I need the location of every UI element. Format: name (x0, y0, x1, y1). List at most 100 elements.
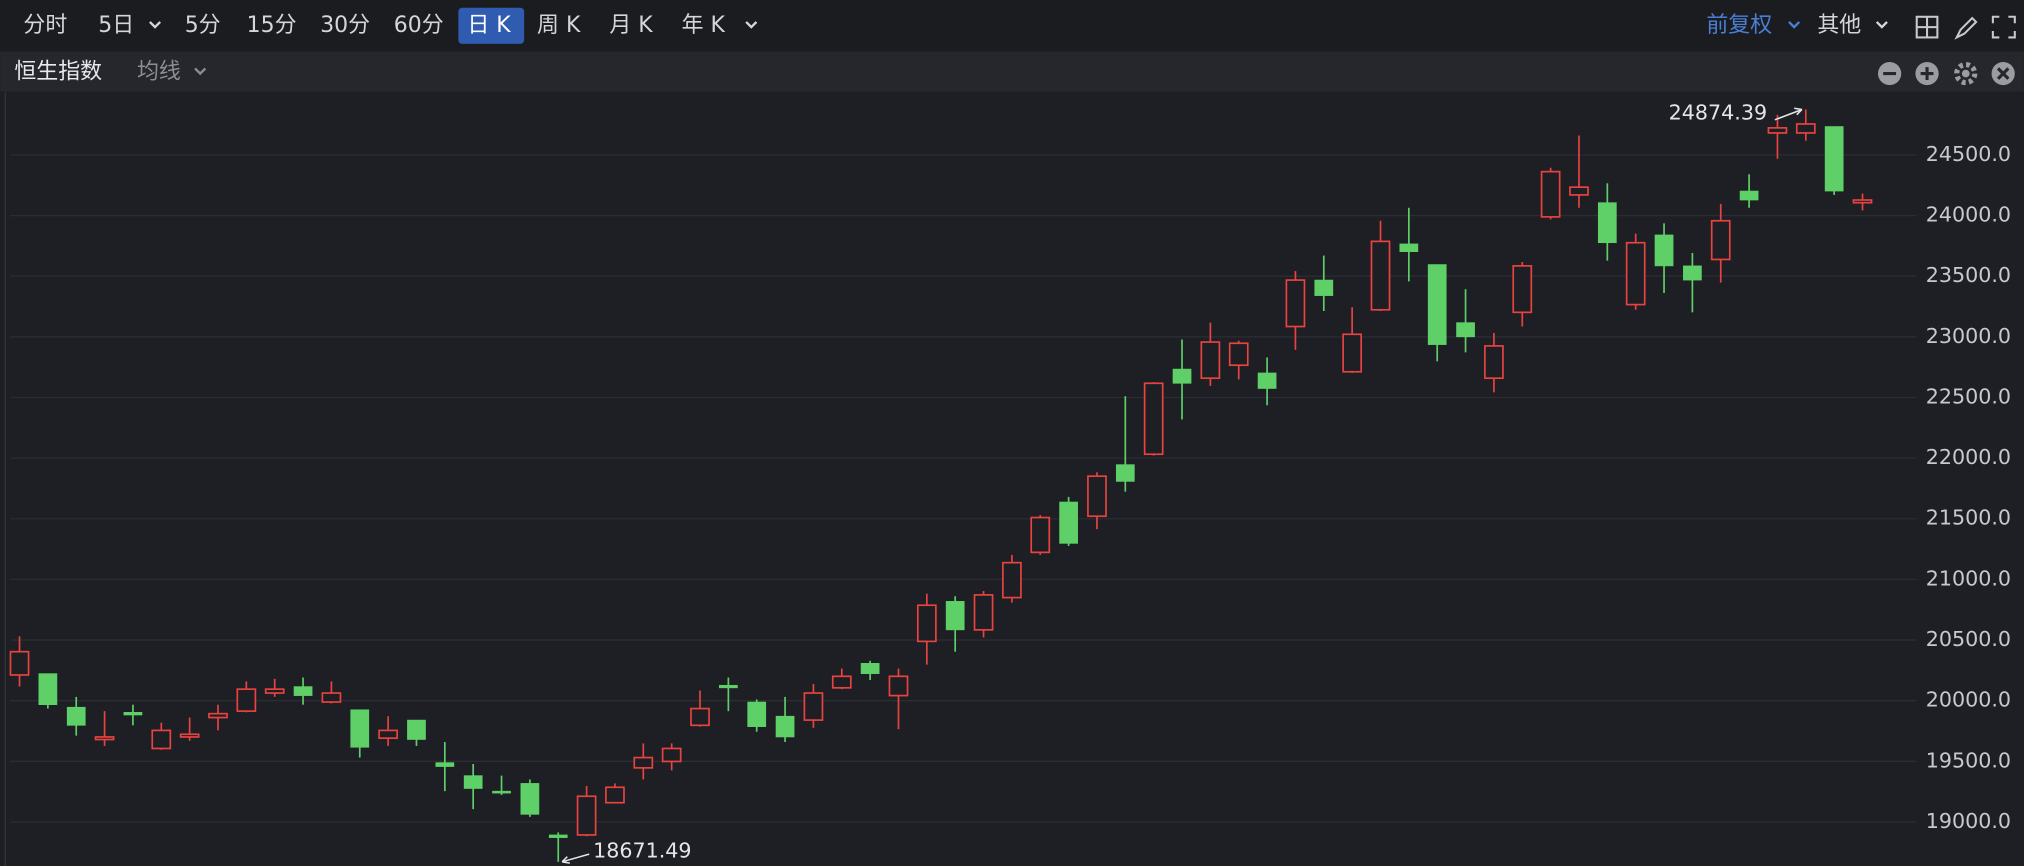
candle-body (321, 692, 342, 703)
draw-icon[interactable] (1954, 16, 1978, 40)
y-tick-label: 19500.0 (1926, 748, 2011, 772)
candle-body (520, 783, 540, 815)
candle-body (633, 756, 654, 769)
candle-body (1257, 372, 1277, 389)
candle-body (576, 795, 597, 836)
plot-area: 19000.0 19500.0 20000.0 20500.0 21000.0 21500… (9, 100, 2011, 864)
candle-body (803, 692, 824, 721)
candle-body (605, 786, 625, 804)
min-label: 18671.49 (593, 838, 691, 862)
candle-body (463, 775, 483, 789)
max-arrow-head (1794, 107, 1803, 116)
candle-body (123, 712, 143, 716)
period-button[interactable]: 周 K (537, 13, 581, 38)
candle-body (179, 733, 200, 738)
period-button[interactable]: 30分 (320, 13, 370, 38)
dropdown-arrow[interactable] (1875, 21, 1888, 29)
max-arrow (1774, 108, 1803, 121)
candle-body (1427, 264, 1447, 345)
max-label: 24874.39 (1669, 100, 1767, 124)
other-button[interactable]: 其他 (1817, 13, 1861, 38)
y-tick-label: 20500.0 (1926, 627, 2011, 651)
candle-body (350, 709, 370, 748)
candle-body (973, 594, 994, 631)
ma-button[interactable]: 均线 (137, 59, 181, 84)
active-period-bg (458, 7, 525, 44)
candle-body (1002, 561, 1022, 599)
adjust-button[interactable]: 前复权 (1706, 13, 1772, 38)
candle-body (208, 712, 228, 719)
y-tick-label: 22500.0 (1926, 384, 2011, 408)
candle-body (1597, 202, 1617, 244)
candle-body (1228, 342, 1249, 367)
candle-body (945, 601, 965, 631)
candle-body (38, 673, 58, 706)
candle-body (1824, 126, 1844, 192)
candle-body (1172, 368, 1192, 384)
candle-body (548, 834, 568, 838)
candle-body (860, 663, 880, 674)
candle-body (236, 688, 257, 712)
fullscreen-icon[interactable] (1991, 15, 2016, 39)
candle-body (378, 729, 398, 740)
candle-body (94, 736, 115, 741)
candle-body (1710, 219, 1731, 261)
candle-body (1087, 475, 1107, 518)
y-tick-label: 21000.0 (1926, 566, 2011, 590)
candle-body (690, 707, 710, 727)
y-tick-label: 24500.0 (1926, 142, 2011, 166)
period-button[interactable]: 月 K (609, 13, 653, 38)
candle-body (66, 706, 86, 726)
toolbar-icons[interactable] (1915, 15, 2016, 40)
candle-body (747, 701, 767, 727)
toolbar-bg (0, 0, 2024, 52)
candle-body (1456, 322, 1475, 338)
y-tick-label: 24000.0 (1926, 203, 2011, 227)
plus-glyph (1920, 67, 1934, 81)
layout-icon-lines (1916, 16, 1938, 38)
candle-body (1200, 341, 1221, 380)
period-button-active[interactable]: 日 K (467, 13, 511, 38)
settings-icon[interactable] (1954, 61, 1978, 86)
candle-body (661, 747, 682, 763)
candle-body (1569, 186, 1589, 196)
dropdown-arrow[interactable] (1788, 21, 1801, 29)
candle-body (9, 650, 30, 676)
close-glyph (1996, 67, 2010, 80)
candle-body (831, 675, 852, 689)
period-button[interactable]: 5分 (185, 13, 221, 38)
y-tick-label: 23500.0 (1926, 263, 2011, 287)
period-button[interactable]: 60分 (394, 13, 444, 38)
min-arrow (561, 853, 590, 863)
candle-body (1143, 382, 1164, 456)
candle-body (1342, 333, 1363, 373)
dropdown-arrow[interactable] (149, 21, 162, 29)
period-button[interactable]: 5日 (98, 13, 134, 38)
candle-body (1115, 464, 1135, 482)
subbar-bg (0, 51, 2024, 92)
candle-body (151, 729, 172, 750)
panel-icons[interactable] (1878, 61, 2015, 86)
period-button[interactable]: 15分 (247, 13, 297, 38)
dropdown-arrow[interactable] (745, 21, 758, 29)
dropdown-arrow[interactable] (194, 67, 207, 76)
candle-body (1739, 190, 1759, 201)
candle-body (264, 688, 285, 694)
period-button[interactable]: 分时 (23, 13, 67, 38)
candle-body (492, 790, 511, 794)
candle-body (1625, 241, 1646, 306)
candle-body (1767, 127, 1788, 134)
y-tick-label: 20000.0 (1926, 688, 2011, 712)
candle-body (407, 719, 426, 740)
period-button[interactable]: 年 K (682, 13, 726, 38)
candle-body (888, 675, 909, 697)
y-tick-label: 19000.0 (1926, 809, 2011, 833)
settings-core (1961, 69, 1970, 78)
candle-body (916, 604, 937, 643)
candle-body (1059, 501, 1078, 544)
candle-body (1484, 345, 1504, 380)
candle-body (1540, 170, 1561, 218)
y-tick-label: 21500.0 (1926, 506, 2011, 530)
candle-body (1030, 516, 1051, 554)
